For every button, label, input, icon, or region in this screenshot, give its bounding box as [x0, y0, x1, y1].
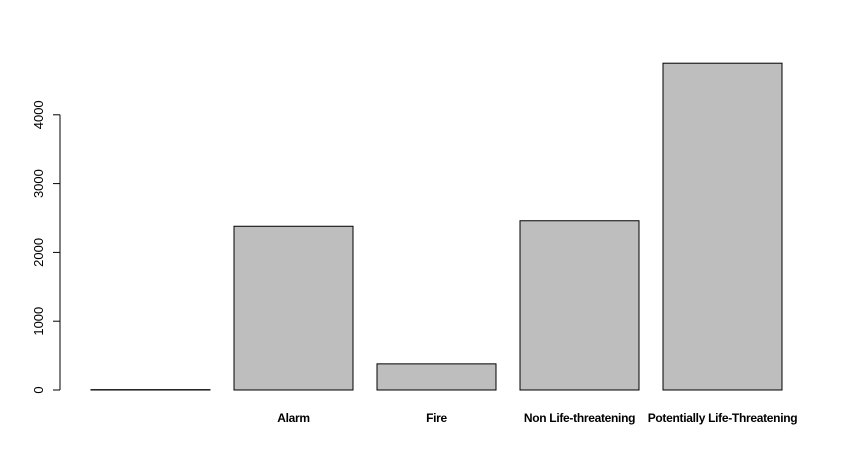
- y-axis: 0 1000 2000 3000 4000: [31, 100, 61, 394]
- y-tick-label: 0: [31, 386, 46, 393]
- y-tick-label: 3000: [31, 169, 46, 198]
- category-label: Alarm: [277, 411, 310, 425]
- category-label: Non Life-threatening: [524, 411, 635, 425]
- category-labels: Alarm Fire Non Life-threatening Potentially…: [277, 411, 797, 425]
- bar: [519, 220, 640, 391]
- y-tick-label: 1000: [31, 307, 46, 336]
- y-tick-label: 4000: [31, 100, 46, 129]
- category-label: Potentially Life-Threatening: [648, 411, 798, 425]
- bar: [233, 225, 354, 391]
- bar: [376, 363, 497, 391]
- category-label: Fire: [426, 411, 447, 425]
- bars-group: [90, 62, 783, 391]
- y-tick-label: 2000: [31, 238, 46, 267]
- bar: [662, 62, 783, 391]
